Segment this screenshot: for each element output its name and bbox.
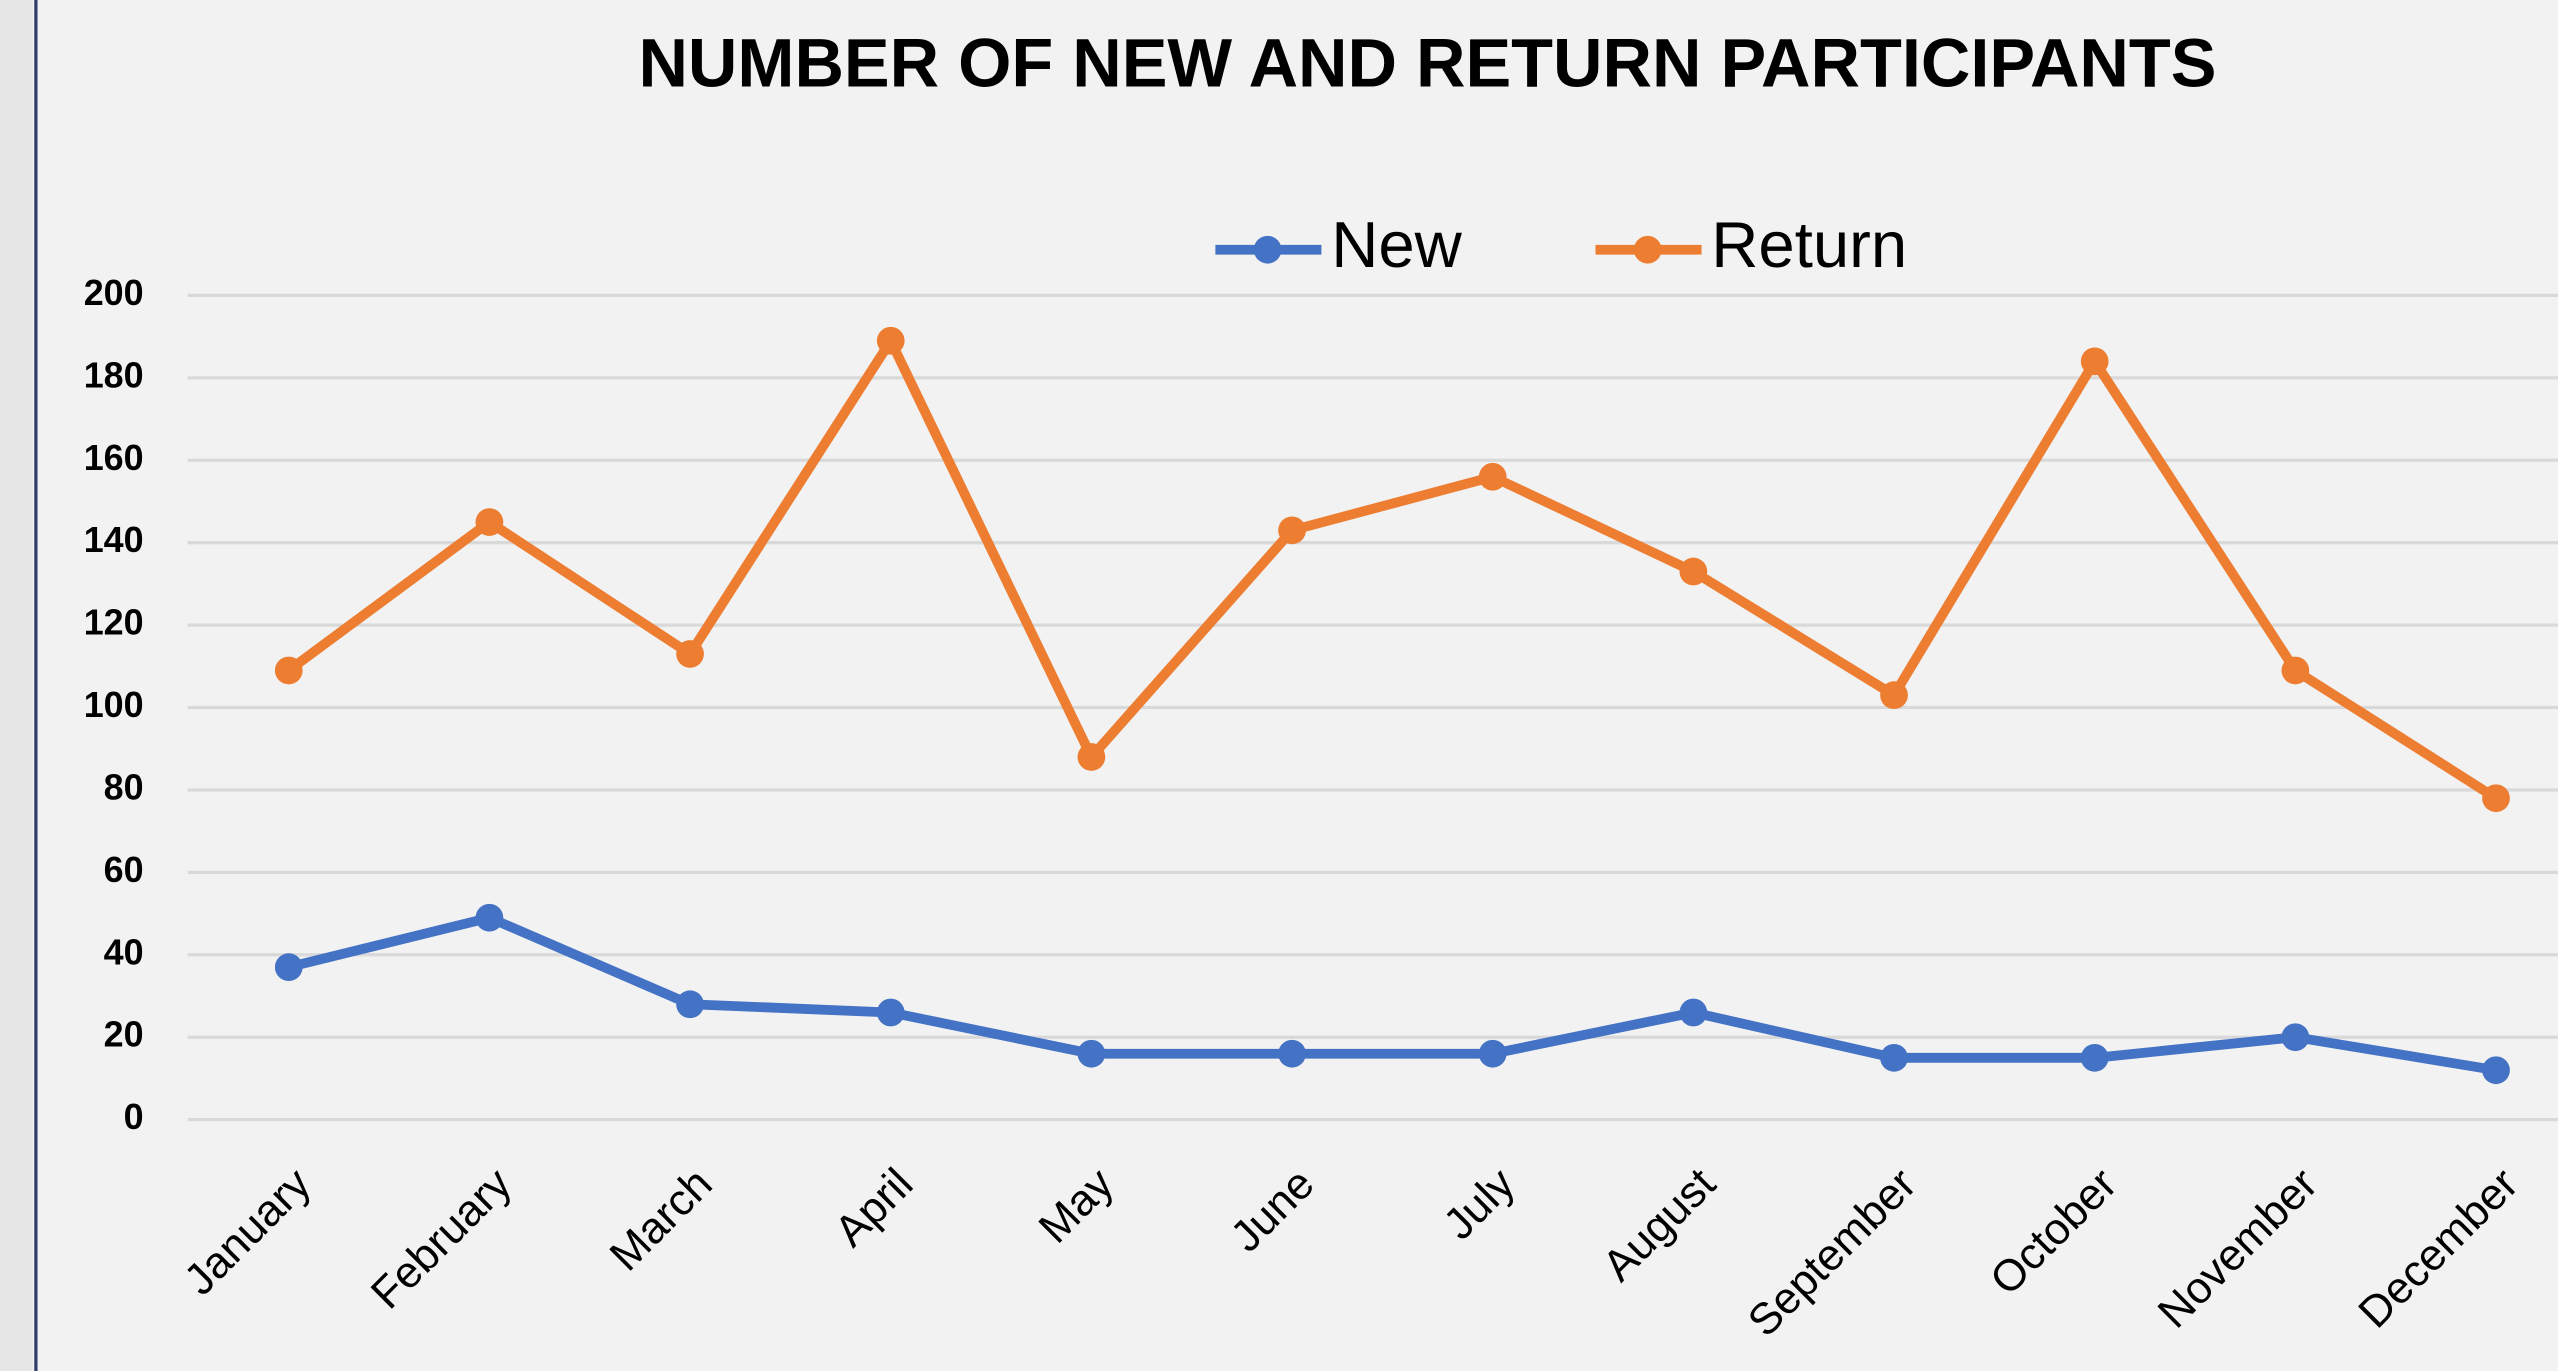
legend-label: New — [1331, 208, 1462, 281]
data-point — [2080, 347, 2109, 376]
data-point — [1077, 743, 1106, 771]
y-tick-label: 0 — [124, 1097, 144, 1137]
data-point — [1880, 1043, 1908, 1072]
legend-label: Return — [1711, 208, 1907, 281]
chart-title: NUMBER OF NEW AND RETURN PARTICIPANTS — [638, 25, 2216, 102]
data-point — [2080, 1043, 2109, 1072]
y-tick-label: 60 — [104, 850, 144, 890]
data-point — [1077, 1039, 1106, 1068]
series-line — [285, 335, 2499, 803]
y-tick-label: 20 — [104, 1015, 144, 1055]
data-point — [2482, 1056, 2510, 1085]
data-point — [2281, 1023, 2310, 1052]
data-point — [475, 508, 504, 536]
y-tick-label: 40 — [104, 932, 144, 972]
data-point — [1478, 462, 1507, 491]
data-point — [1278, 1039, 1306, 1068]
data-point — [876, 326, 905, 355]
legend-marker — [1253, 235, 1282, 264]
y-tick-label: 100 — [84, 685, 144, 725]
left-strip — [0, 0, 33, 1371]
y-tick-label: 200 — [84, 273, 144, 313]
data-point — [876, 998, 905, 1027]
data-point — [2482, 784, 2510, 813]
data-point — [1880, 681, 1908, 710]
data-point — [2281, 656, 2310, 685]
y-tick-label: 160 — [84, 438, 144, 478]
y-tick-label: 180 — [84, 355, 144, 395]
data-point — [1679, 557, 1708, 586]
data-point — [1478, 1039, 1507, 1068]
data-point — [274, 656, 303, 685]
data-point — [676, 990, 704, 1019]
data-point — [1679, 998, 1708, 1027]
y-tick-label: 120 — [84, 603, 144, 643]
data-point — [475, 903, 504, 932]
y-tick-label: 80 — [104, 767, 144, 807]
series-line — [287, 912, 2497, 1076]
y-tick-label: 140 — [84, 520, 144, 560]
data-point — [274, 953, 303, 982]
data-point — [676, 640, 704, 668]
data-point — [1278, 516, 1306, 545]
legend-marker — [1633, 235, 1662, 264]
